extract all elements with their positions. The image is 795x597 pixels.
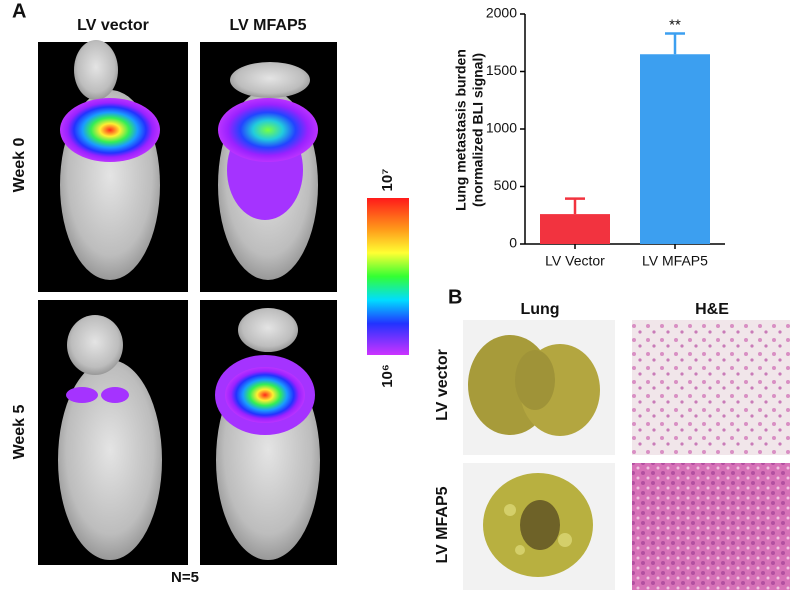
error-bar (665, 32, 685, 55)
row-label: Week 0 (11, 137, 28, 192)
y-tick-label: 1000 (486, 120, 517, 136)
y-tick-label: 500 (494, 177, 518, 193)
lung-photo (463, 320, 615, 455)
colorbar (367, 198, 409, 355)
bli-image (38, 40, 188, 292)
x-tick-label: LV MFAP5 (642, 253, 708, 269)
column-label: H&E (695, 301, 729, 318)
colorbar-label: 10⁶ (379, 364, 396, 388)
bli-image (200, 42, 337, 292)
panel-label: B (448, 286, 462, 308)
he-image (632, 320, 790, 455)
column-label: LV MFAP5 (229, 17, 306, 34)
y-tick-label: 0 (509, 235, 517, 251)
y-axis-title: Lung metastasis burden (453, 49, 469, 211)
error-bar (565, 197, 585, 215)
y-axis-title: (normalized BLI signal) (470, 53, 486, 207)
bar-chart: 0 500 1000 1500 2000 LV Vector LV MFAP5 ** (486, 5, 725, 269)
row-label: LV MFAP5 (434, 486, 451, 563)
colorbar-label: 10⁷ (379, 169, 396, 192)
bar (540, 214, 610, 244)
bli-image (38, 300, 188, 565)
he-image (632, 463, 790, 590)
column-label: LV vector (77, 17, 149, 34)
lung-photo (463, 463, 615, 590)
row-label: Week 5 (11, 404, 28, 459)
panel-label: A (12, 0, 26, 22)
column-label: Lung (520, 301, 559, 318)
bar (640, 54, 710, 244)
x-tick-label: LV Vector (545, 253, 605, 269)
y-tick-label: 1500 (486, 62, 517, 78)
bli-image (200, 300, 337, 565)
y-tick-label: 2000 (486, 5, 517, 21)
row-label: LV vector (434, 349, 451, 421)
annotation: ** (669, 17, 681, 34)
note: N=5 (171, 569, 199, 586)
